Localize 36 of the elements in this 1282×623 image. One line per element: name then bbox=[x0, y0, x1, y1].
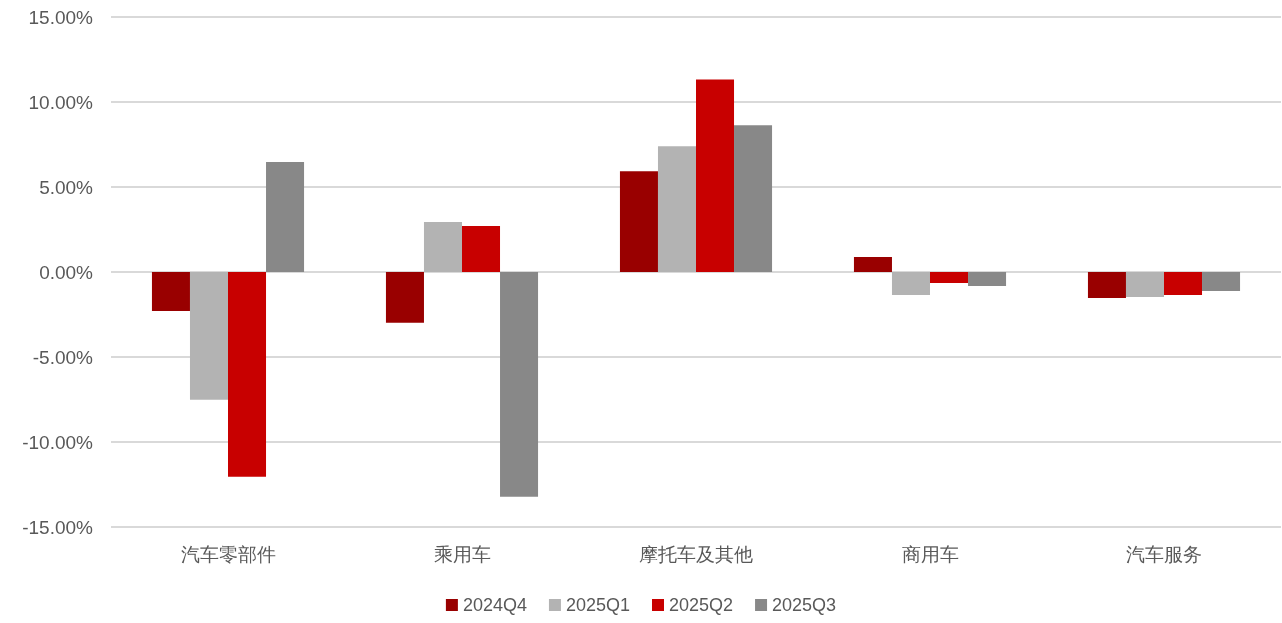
y-tick-label: 0.00% bbox=[39, 261, 94, 283]
y-tick-label: 10.00% bbox=[28, 91, 94, 113]
bar bbox=[696, 79, 735, 272]
legend-label: 2025Q2 bbox=[669, 595, 734, 615]
bar bbox=[228, 272, 267, 477]
bar bbox=[462, 225, 501, 272]
x-tick-label: 乘用车 bbox=[433, 544, 491, 565]
bar bbox=[930, 272, 969, 284]
y-tick-label: 5.00% bbox=[39, 176, 94, 198]
bar bbox=[1202, 272, 1241, 292]
legend-label: 2024Q4 bbox=[462, 595, 527, 615]
bar bbox=[968, 272, 1007, 286]
bar bbox=[423, 222, 462, 272]
legend-label: 2025Q3 bbox=[772, 595, 837, 615]
bar bbox=[385, 272, 424, 323]
y-tick-label: 15.00% bbox=[28, 6, 94, 28]
y-tick-label: -5.00% bbox=[32, 346, 94, 368]
x-tick-label: 汽车零部件 bbox=[180, 544, 276, 565]
x-tick-label: 商用车 bbox=[901, 544, 959, 565]
bar bbox=[619, 171, 658, 272]
bar bbox=[189, 272, 228, 400]
x-tick-label: 汽车服务 bbox=[1126, 544, 1202, 565]
legend-label: 2025Q1 bbox=[565, 595, 631, 615]
bar bbox=[1164, 272, 1203, 295]
bar bbox=[1087, 272, 1126, 299]
bar bbox=[1125, 272, 1164, 297]
bar bbox=[266, 162, 305, 272]
bar bbox=[657, 146, 696, 272]
bar bbox=[891, 272, 930, 295]
y-tick-label: -15.00% bbox=[22, 516, 94, 538]
bar bbox=[853, 257, 892, 272]
bar bbox=[151, 272, 190, 311]
bar bbox=[500, 272, 539, 497]
y-tick-label: -10.00% bbox=[22, 431, 94, 453]
x-tick-label: 摩托车及其他 bbox=[639, 544, 753, 565]
bar bbox=[734, 125, 773, 272]
